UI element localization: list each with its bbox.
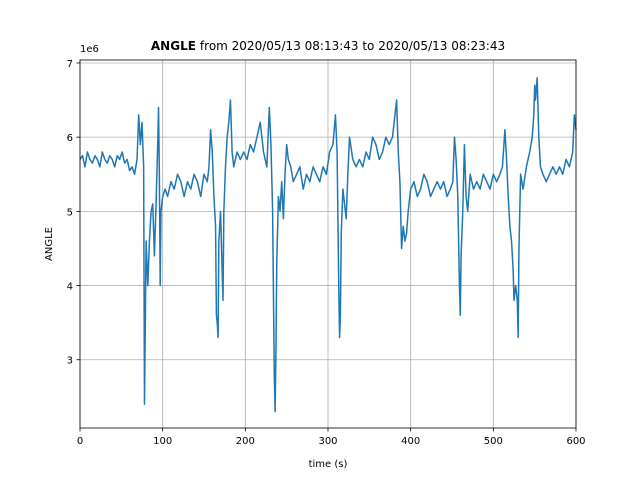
y-tick-label: 5 <box>67 207 73 218</box>
title-bold: ANGLE <box>151 39 196 53</box>
y-axis-label: ANGLE <box>44 227 55 261</box>
plot <box>79 77 577 413</box>
y-tick-label: 7 <box>67 59 73 70</box>
x-tick-label: 600 <box>566 436 585 447</box>
y-tick-label: 3 <box>67 356 73 367</box>
grid <box>79 60 577 428</box>
x-tick-label: 100 <box>153 436 172 447</box>
x-tick-label: 0 <box>77 436 83 447</box>
ticks: 0 100 200 300 400 500 600 3 4 5 6 7 <box>67 59 586 447</box>
y-offset-label: 1e6 <box>80 44 99 55</box>
x-tick-label: 300 <box>318 436 337 447</box>
data-line <box>79 77 577 413</box>
x-tick-label: 400 <box>401 436 420 447</box>
x-tick-label: 500 <box>484 436 503 447</box>
y-tick-label: 4 <box>67 282 73 293</box>
x-axis-label: time (s) <box>309 459 348 470</box>
x-tick-label: 200 <box>236 436 255 447</box>
chart-title: ANGLE from 2020/05/13 08:13:43 to 2020/05… <box>151 39 505 53</box>
title-rest: from 2020/05/13 08:13:43 to 2020/05/13 0… <box>200 39 505 53</box>
y-tick-label: 6 <box>67 133 73 144</box>
